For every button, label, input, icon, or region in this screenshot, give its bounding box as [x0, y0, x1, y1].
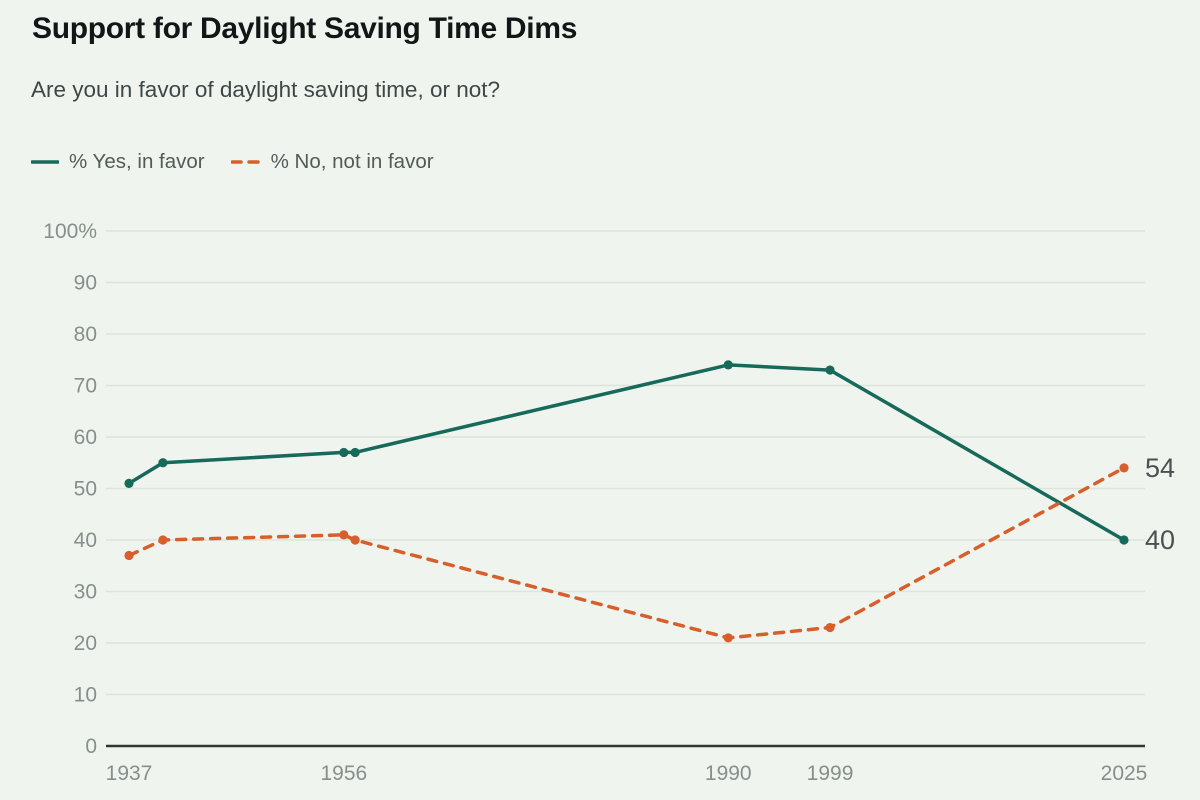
- data-point-marker: [158, 535, 168, 545]
- y-tick-label: 70: [74, 375, 97, 398]
- end-value-label-yes: 40: [1145, 525, 1175, 555]
- x-tick-label: 2025: [1101, 762, 1148, 785]
- data-point-marker: [723, 633, 733, 643]
- y-tick-label: 10: [74, 684, 97, 707]
- x-tick-label: 1999: [807, 762, 854, 785]
- series-line-no: [127, 466, 1126, 640]
- end-value-label-no: 54: [1145, 453, 1175, 483]
- y-tick-label: 50: [74, 478, 97, 501]
- y-tick-label: 100%: [43, 220, 97, 243]
- dashed-line-swatch-icon: [230, 160, 261, 164]
- data-point-marker: [350, 535, 360, 545]
- y-tick-label: 30: [74, 581, 97, 604]
- y-tick-label: 90: [74, 272, 97, 295]
- data-point-marker: [158, 458, 168, 468]
- data-point-marker: [825, 622, 835, 633]
- data-point-marker: [825, 365, 835, 375]
- y-tick-label: 40: [74, 529, 97, 552]
- x-tick-label: 1937: [106, 762, 153, 785]
- data-point-marker: [723, 360, 733, 370]
- legend-label-no: % No, not in favor: [270, 150, 434, 173]
- data-point-marker: [124, 478, 134, 488]
- y-tick-label: 20: [74, 632, 97, 655]
- data-point-marker: [124, 550, 134, 561]
- data-point-marker: [339, 530, 349, 540]
- chart-subtitle: Are you in favor of daylight saving time…: [31, 77, 500, 102]
- series-line-yes: [127, 363, 1126, 542]
- page-title: Support for Daylight Saving Time Dims: [32, 12, 578, 45]
- x-tick-label: 1990: [705, 762, 752, 785]
- chart-legend: % Yes, in favor % No, not in favor: [31, 150, 434, 174]
- y-tick-label: 80: [74, 323, 97, 346]
- data-point-marker: [350, 447, 360, 458]
- data-point-marker: [339, 447, 349, 458]
- data-point-marker: [1119, 463, 1129, 473]
- solid-line-swatch-icon: [31, 160, 59, 164]
- legend-item-yes: % Yes, in favor: [31, 150, 205, 174]
- x-tick-label: 1956: [320, 762, 367, 785]
- data-point-marker: [1119, 535, 1129, 545]
- y-tick-label: 60: [74, 426, 97, 449]
- legend-label-yes: % Yes, in favor: [69, 150, 205, 173]
- y-tick-label: 0: [85, 735, 97, 758]
- legend-item-no: % No, not in favor: [230, 150, 434, 174]
